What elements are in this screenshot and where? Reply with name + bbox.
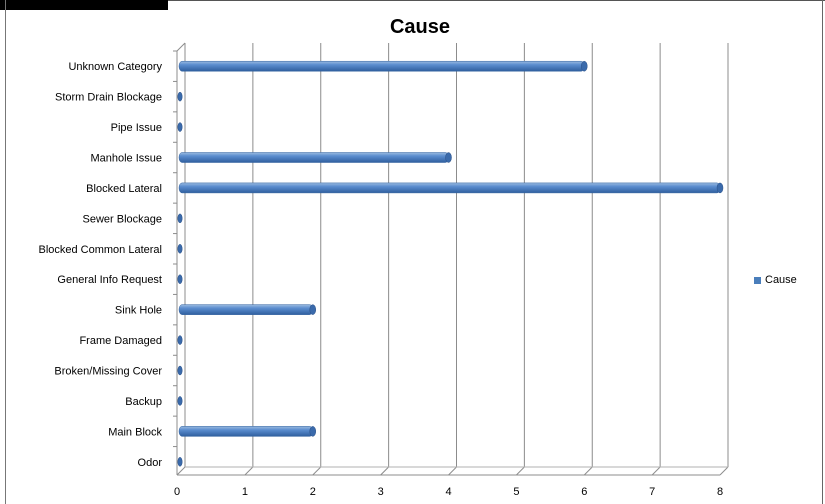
chart-title: Cause xyxy=(389,16,451,38)
category-label: Backup xyxy=(125,396,162,408)
x-tick-label-3: 3 xyxy=(378,486,384,498)
bar-blocked-lateral xyxy=(178,182,721,194)
bar-frame-damaged xyxy=(177,335,183,345)
category-label: Blocked Common Lateral xyxy=(38,244,162,256)
x-tick-label-5: 5 xyxy=(513,486,519,498)
tick-labels: 0 1 2 3 4 5 6 7 8 xyxy=(174,486,723,498)
bar-cap xyxy=(309,426,316,437)
category-label: Frame Damaged xyxy=(79,335,162,347)
category-labels: Unknown Category Storm Drain Blockage Pipe… xyxy=(38,61,162,469)
legend-swatch xyxy=(754,276,761,284)
category-label: General Info Request xyxy=(57,274,162,286)
bar-general-info-request xyxy=(177,274,183,284)
right-border xyxy=(822,0,823,504)
x-tick-label-2: 2 xyxy=(310,486,316,498)
bar-backup xyxy=(177,396,183,406)
grid-lines xyxy=(173,42,729,476)
bar-sewer-blockage xyxy=(177,213,183,224)
legend-label: Cause xyxy=(765,274,797,286)
category-label: Odor xyxy=(138,457,163,469)
x-tick-label-6: 6 xyxy=(581,486,587,498)
top-bar xyxy=(0,0,168,10)
gridline-foot-1 xyxy=(244,466,254,476)
category-label: Broken/Missing Cover xyxy=(54,366,162,378)
x-tick-label-8: 8 xyxy=(717,486,723,498)
legend: Cause xyxy=(754,274,797,286)
bar-cap xyxy=(581,60,588,72)
category-label: Unknown Category xyxy=(68,61,162,73)
gridline-foot-2 xyxy=(312,466,322,476)
bar-manhole-issue xyxy=(178,152,449,163)
gridline-foot-8 xyxy=(719,466,729,476)
category-label: Main Block xyxy=(108,426,162,438)
bar-cap xyxy=(716,182,724,194)
gridline-foot-4 xyxy=(448,466,457,476)
x-tick-label-7: 7 xyxy=(649,486,655,498)
bar-broken-missing-cover xyxy=(177,365,183,376)
x-tick-label-4: 4 xyxy=(445,486,451,498)
bar-pipe-issue xyxy=(177,122,183,132)
category-label: Pipe Issue xyxy=(111,122,162,134)
gridline-foot-5 xyxy=(516,466,525,476)
x-tick-label-0: 0 xyxy=(174,486,180,498)
gridline-foot-3 xyxy=(380,466,389,476)
bar-cap xyxy=(445,152,452,163)
category-label: Sink Hole xyxy=(115,305,162,317)
category-label: Sewer Blockage xyxy=(83,213,163,225)
category-label: Storm Drain Blockage xyxy=(55,92,162,104)
bar-storm-drain-blockage xyxy=(177,91,183,102)
bar-odor xyxy=(177,457,183,467)
y-axis-top xyxy=(176,42,186,52)
gridline-foot-6 xyxy=(583,466,593,476)
x-tick-label-1: 1 xyxy=(242,486,248,498)
bar-main-block xyxy=(178,426,313,437)
bar-blocked-common-lateral xyxy=(177,244,183,254)
gridline-foot-0 xyxy=(176,466,186,476)
bars xyxy=(177,60,724,467)
category-label: Blocked Lateral xyxy=(86,183,162,195)
bar-cap xyxy=(309,304,316,315)
bar-sink-hole xyxy=(178,304,313,315)
bar-unknown-category xyxy=(178,60,585,72)
category-label: Manhole Issue xyxy=(90,153,162,165)
gridline-foot-7 xyxy=(651,466,661,476)
left-border xyxy=(5,0,6,504)
